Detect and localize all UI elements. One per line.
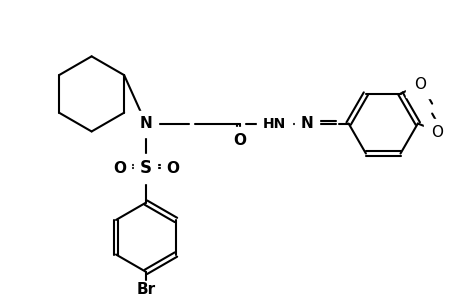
Text: O: O bbox=[112, 160, 125, 175]
Text: O: O bbox=[431, 125, 442, 140]
Text: O: O bbox=[428, 126, 441, 141]
Text: O: O bbox=[166, 160, 179, 175]
Text: N: N bbox=[139, 116, 152, 131]
Text: Br: Br bbox=[136, 282, 155, 297]
Text: O: O bbox=[233, 133, 246, 148]
Text: O: O bbox=[414, 77, 425, 92]
Text: N: N bbox=[300, 116, 313, 131]
Text: O: O bbox=[411, 76, 424, 91]
Text: S: S bbox=[140, 159, 151, 177]
Text: HN: HN bbox=[262, 117, 285, 130]
